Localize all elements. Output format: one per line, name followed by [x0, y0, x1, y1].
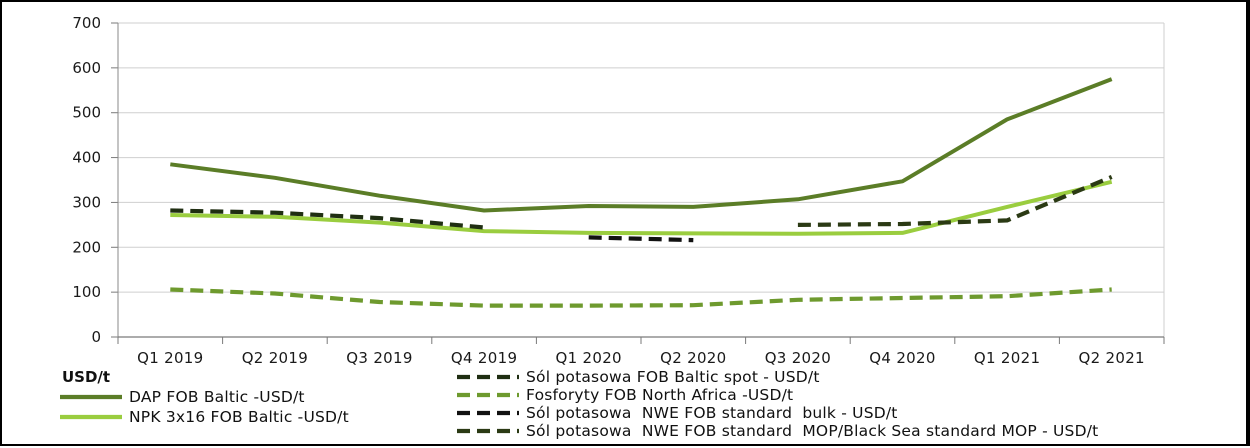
y-tick-label: 300 — [72, 193, 101, 211]
series-line-3 — [170, 287, 1112, 308]
x-tick-label: Q1 2019 — [137, 349, 203, 367]
x-tick-label: Q2 2019 — [242, 349, 308, 367]
y-tick-label: 700 — [72, 14, 101, 32]
legend-label: DAP FOB Baltic -USD/t — [129, 388, 305, 406]
y-tick-label: 100 — [72, 283, 101, 301]
series-line-1 — [170, 179, 1113, 236]
legend-label: Sól potasowa NWE FOB standard MOP/Black … — [526, 422, 1098, 440]
x-tick-label: Q3 2020 — [765, 349, 831, 367]
legend-label: Sól potasowa FOB Baltic spot - USD/t — [526, 368, 820, 386]
series-line-4 — [588, 235, 694, 243]
x-tick-label: Q4 2020 — [869, 349, 935, 367]
y-tick-label: 0 — [91, 328, 101, 346]
x-tick-label: Q1 2020 — [555, 349, 621, 367]
x-tick-label: Q1 2021 — [974, 349, 1040, 367]
x-tick-label: Q4 2019 — [451, 349, 517, 367]
legend-label: NPK 3x16 FOB Baltic -USD/t — [129, 408, 349, 426]
x-tick-label: Q2 2020 — [660, 349, 726, 367]
series-line-5 — [797, 174, 1113, 227]
y-tick-label: 500 — [72, 104, 101, 122]
y-tick-label: 600 — [72, 59, 101, 77]
series-line-2 — [170, 208, 485, 230]
legend-label: Fosforyty FOB North Africa -USD/t — [526, 386, 793, 404]
series-line-0 — [170, 77, 1113, 213]
y-tick-label: 200 — [72, 238, 101, 256]
x-tick-label: Q2 2021 — [1078, 349, 1144, 367]
legend-label: Sól potasowa NWE FOB standard bulk - USD… — [526, 404, 898, 422]
y-axis-unit-label: USD/t — [62, 368, 110, 386]
y-tick-label: 400 — [72, 149, 101, 167]
x-tick-label: Q3 2019 — [346, 349, 412, 367]
